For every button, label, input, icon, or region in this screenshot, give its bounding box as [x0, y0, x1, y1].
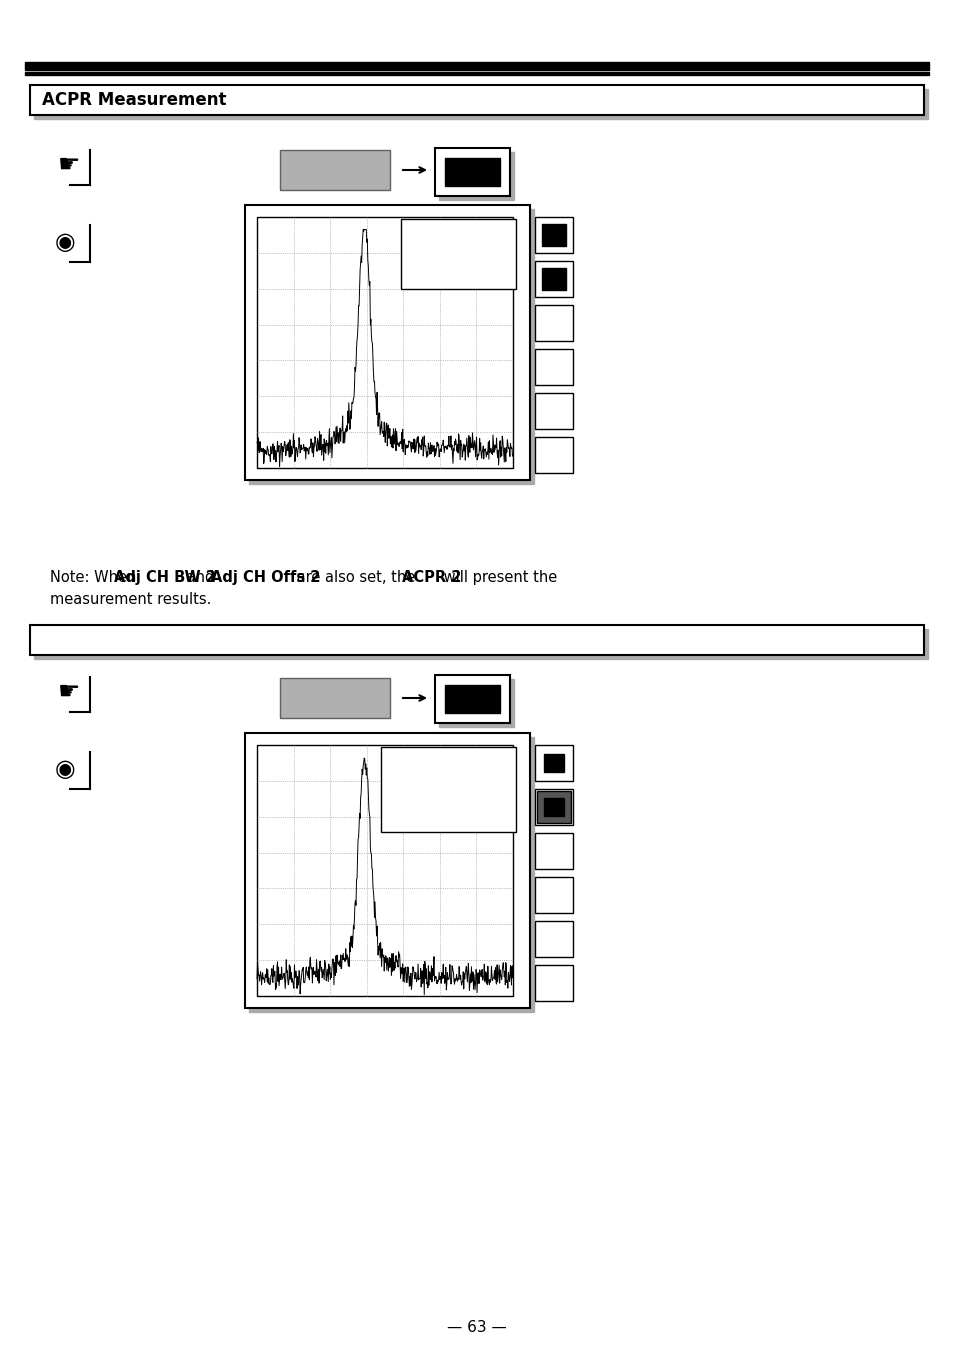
Bar	[245, 205, 530, 480]
Bar	[535, 436, 573, 473]
Bar	[535, 965, 573, 1001]
Bar	[444, 685, 499, 713]
Bar	[541, 224, 565, 246]
Bar	[280, 150, 390, 190]
Bar	[380, 747, 516, 832]
Text: Adj CH BW 2: Adj CH BW 2	[113, 570, 215, 585]
Bar	[537, 790, 571, 823]
Bar	[30, 85, 923, 115]
Bar	[535, 393, 573, 430]
Bar	[249, 738, 534, 1012]
Text: will present the: will present the	[438, 570, 557, 585]
Bar	[280, 678, 390, 717]
Text: ◉: ◉	[55, 230, 75, 254]
Bar	[400, 219, 516, 289]
Bar	[34, 630, 927, 659]
Text: measurement results.: measurement results.	[50, 592, 212, 607]
Bar	[535, 789, 573, 825]
Bar	[256, 744, 513, 996]
Bar	[438, 153, 514, 200]
Text: ◉: ◉	[55, 757, 75, 781]
Text: ☛: ☛	[58, 680, 80, 704]
Bar	[34, 89, 927, 119]
Bar	[535, 261, 573, 297]
Text: Adj CH Offs 2: Adj CH Offs 2	[211, 570, 320, 585]
Bar	[25, 62, 928, 70]
Bar	[543, 754, 563, 771]
Text: ACPR 2: ACPR 2	[401, 570, 460, 585]
Bar	[435, 149, 510, 196]
Bar	[438, 680, 514, 727]
Bar	[444, 158, 499, 186]
Bar	[256, 218, 513, 467]
Bar	[535, 349, 573, 385]
Text: Note: When: Note: When	[50, 570, 141, 585]
Bar	[543, 798, 563, 816]
Bar	[535, 834, 573, 869]
Bar	[25, 72, 928, 76]
Bar	[535, 305, 573, 340]
Text: are also set, the: are also set, the	[292, 570, 419, 585]
Text: ACPR Measurement: ACPR Measurement	[42, 91, 226, 109]
Bar	[535, 877, 573, 913]
Bar	[541, 267, 565, 290]
Bar	[535, 218, 573, 253]
Bar	[535, 744, 573, 781]
Text: — 63 —: — 63 —	[447, 1320, 506, 1335]
Text: and: and	[182, 570, 218, 585]
Bar	[435, 676, 510, 723]
Bar	[30, 626, 923, 655]
Bar	[245, 734, 530, 1008]
Bar	[535, 921, 573, 957]
Text: ☛: ☛	[58, 153, 80, 177]
Bar	[249, 209, 534, 484]
